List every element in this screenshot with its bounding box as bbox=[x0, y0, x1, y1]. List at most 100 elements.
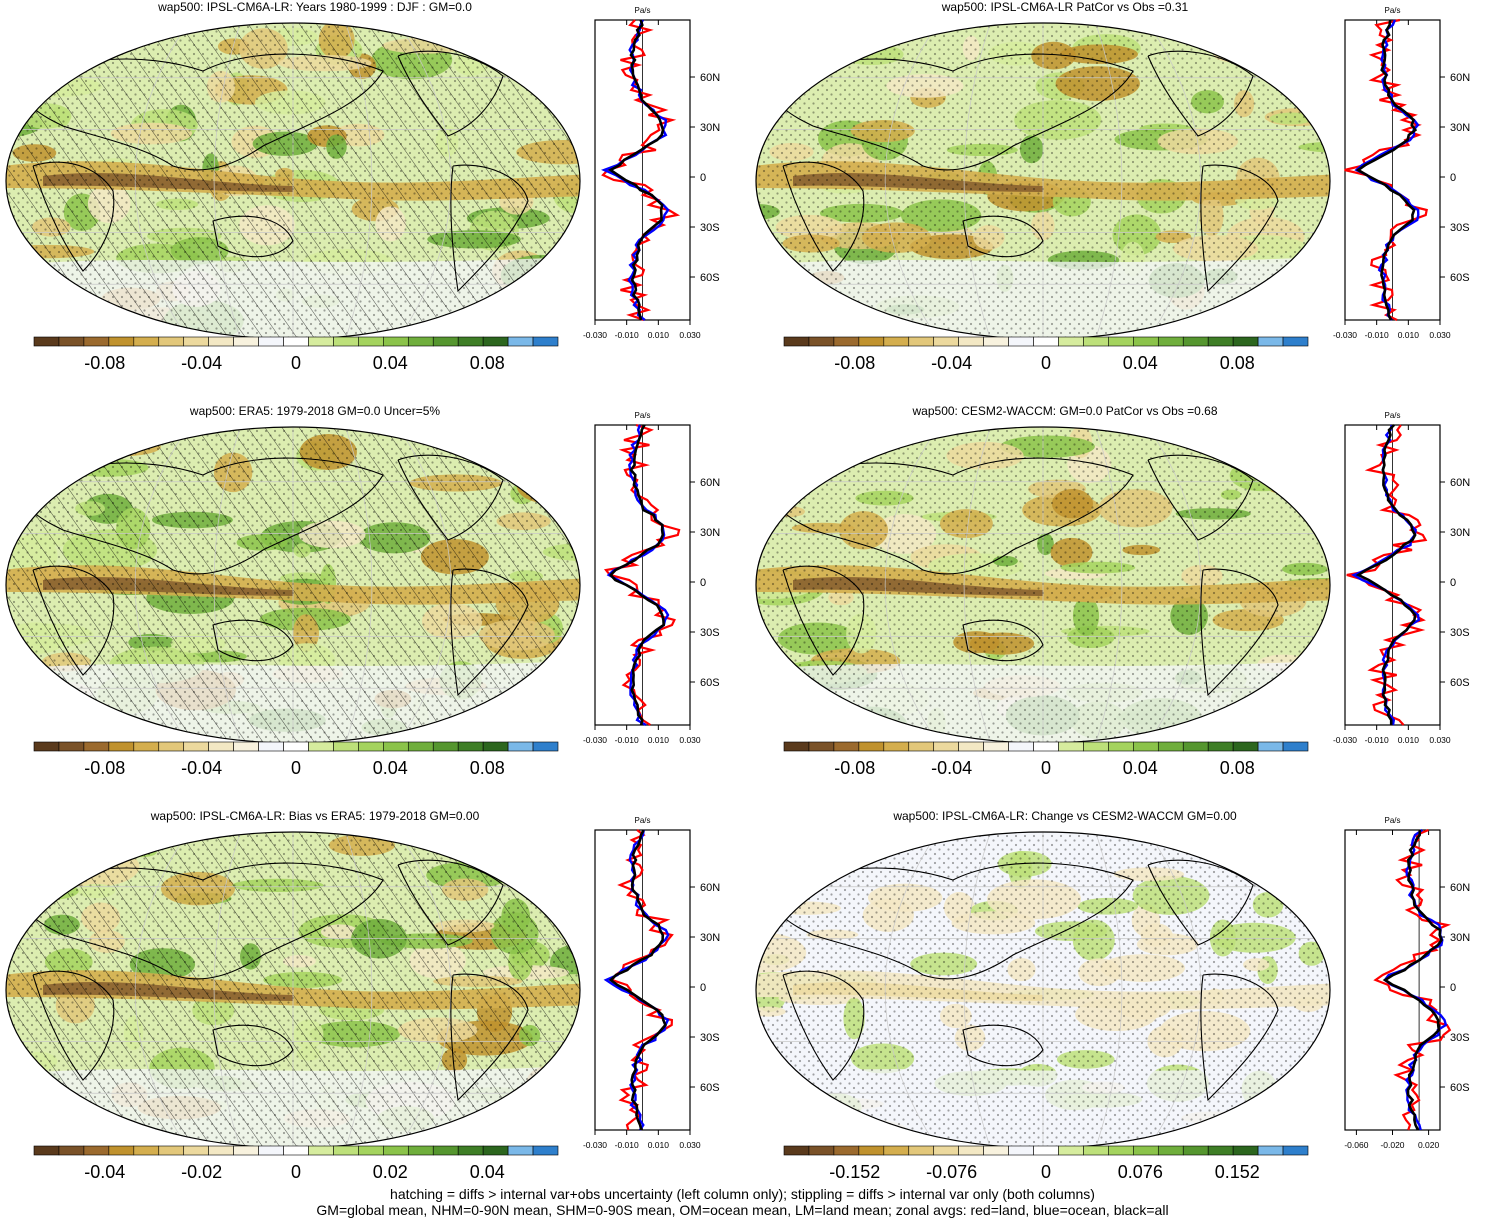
profile-units-label: Pa/s bbox=[634, 411, 650, 420]
colorbar-swatch bbox=[1108, 1145, 1134, 1156]
colorbar-swatch bbox=[1033, 1145, 1059, 1156]
panel-6-map bbox=[755, 831, 1331, 1149]
profile-value-tick: 0.010 bbox=[1398, 330, 1420, 340]
colorbar-tick: -0.08 bbox=[834, 353, 875, 373]
colorbar-swatch bbox=[783, 336, 810, 347]
colorbar-swatch bbox=[283, 336, 309, 347]
colorbar-tick: -0.04 bbox=[931, 758, 972, 778]
all-mean-line bbox=[1382, 829, 1443, 1131]
panel-1-zonal-profile: Pa/s 60N 30N 0 30S 60S -0.030 -0.010 0.010 0.030 bbox=[583, 6, 720, 340]
colorbar-tick: -0.08 bbox=[84, 353, 125, 373]
profile-value-tick: 0.010 bbox=[648, 735, 670, 745]
colorbar-swatch bbox=[858, 741, 885, 752]
colorbar-tick: 0.152 bbox=[1215, 1162, 1260, 1182]
colorbar-swatch bbox=[133, 1145, 160, 1156]
profile-lat-tick: 60S bbox=[1450, 272, 1470, 284]
colorbar-swatch bbox=[457, 336, 484, 347]
panel-3-colorbar: -0.08 -0.04 0 0.04 0.08 bbox=[33, 741, 559, 778]
ocean-mean-line bbox=[606, 424, 670, 727]
colorbar-tick: -0.04 bbox=[931, 353, 972, 373]
panel-5-zonal-profile: Pa/s 60N 30N 0 30S 60S -0.030 -0.010 0.010 0.030 bbox=[583, 816, 720, 1150]
colorbar-swatch bbox=[1058, 1145, 1084, 1156]
colorbar-swatch bbox=[308, 336, 334, 347]
profile-lat-tick: 30S bbox=[700, 222, 720, 234]
colorbar-swatch bbox=[1133, 741, 1159, 752]
panel-4-title: wap500: CESM2-WACCM: GM=0.0 PatCor vs Ob… bbox=[912, 404, 1218, 418]
colorbar-swatch bbox=[1133, 1145, 1159, 1156]
land-mean-line bbox=[610, 829, 674, 1131]
colorbar-swatch bbox=[58, 741, 85, 752]
colorbar-swatch bbox=[908, 336, 935, 347]
profile-value-tick: -0.010 bbox=[1365, 330, 1389, 340]
colorbar-tick: 0.02 bbox=[373, 1162, 408, 1182]
profile-value-tick: 0.030 bbox=[679, 1140, 701, 1150]
colorbar-swatch bbox=[58, 336, 85, 347]
colorbar-swatch bbox=[258, 1145, 284, 1156]
colorbar-swatch bbox=[457, 1145, 484, 1156]
colorbar-swatch bbox=[833, 741, 860, 752]
panel-1-map bbox=[5, 22, 581, 340]
colorbar-swatch bbox=[158, 1145, 185, 1156]
colorbar-tick: -0.04 bbox=[84, 1162, 125, 1182]
colorbar-swatch bbox=[908, 1145, 935, 1156]
profile-lat-tick: 30N bbox=[700, 122, 720, 134]
panel-1-colorbar: -0.08 -0.04 0 0.04 0.08 bbox=[33, 336, 559, 373]
colorbar-swatch bbox=[783, 1145, 810, 1156]
profile-lat-tick: 0 bbox=[700, 577, 706, 589]
profile-value-tick: 0.030 bbox=[1429, 330, 1451, 340]
colorbar-swatch bbox=[133, 741, 160, 752]
colorbar-tick: -0.08 bbox=[84, 758, 125, 778]
profile-lat-tick: 30S bbox=[1450, 222, 1470, 234]
land-mean-line bbox=[601, 19, 681, 322]
colorbar-swatch bbox=[1058, 336, 1084, 347]
colorbar-swatch bbox=[407, 1145, 434, 1156]
colorbar-swatch bbox=[108, 336, 135, 347]
profile-lat-tick: 60N bbox=[1450, 72, 1470, 84]
profile-value-tick: 0.020 bbox=[1418, 1140, 1440, 1150]
colorbar-swatch bbox=[108, 741, 135, 752]
colorbar-tick: -0.08 bbox=[834, 758, 875, 778]
panel-3-title: wap500: ERA5: 1979-2018 GM=0.0 Uncer=5% bbox=[189, 404, 441, 418]
colorbar-swatch bbox=[358, 1145, 384, 1156]
panel-1-title: wap500: IPSL-CM6A-LR: Years 1980-1999 : … bbox=[158, 0, 472, 14]
colorbar-swatch bbox=[1058, 741, 1084, 752]
profile-value-tick: 0.010 bbox=[1398, 735, 1420, 745]
colorbar-tick: 0.08 bbox=[470, 758, 505, 778]
profile-lat-tick: 0 bbox=[1450, 982, 1456, 994]
colorbar-swatch bbox=[308, 741, 334, 752]
profile-value-tick: -0.010 bbox=[615, 1140, 639, 1150]
colorbar-swatch bbox=[507, 336, 534, 347]
colorbar-tick: 0.04 bbox=[470, 1162, 505, 1182]
colorbar-tick: -0.076 bbox=[926, 1162, 977, 1182]
colorbar-swatch bbox=[983, 741, 1009, 752]
colorbar-swatch bbox=[258, 741, 284, 752]
colorbar-swatch bbox=[482, 741, 509, 752]
colorbar-swatch bbox=[1207, 336, 1234, 347]
colorbar-swatch bbox=[1282, 741, 1309, 752]
profile-lat-tick: 30N bbox=[1450, 122, 1470, 134]
profile-lat-tick: 60N bbox=[700, 72, 720, 84]
profile-lat-tick: 30N bbox=[1450, 932, 1470, 944]
colorbar-swatch bbox=[233, 741, 259, 752]
colorbar-tick: 0.076 bbox=[1118, 1162, 1163, 1182]
all-mean-line bbox=[608, 829, 667, 1131]
colorbar-swatch bbox=[808, 336, 835, 347]
colorbar-swatch bbox=[83, 741, 110, 752]
colorbar-swatch bbox=[383, 1145, 409, 1156]
profile-value-tick: 0.010 bbox=[648, 330, 670, 340]
profile-units-label: Pa/s bbox=[1384, 6, 1400, 15]
profile-units-label: Pa/s bbox=[1384, 816, 1400, 825]
colorbar-swatch bbox=[283, 741, 309, 752]
colorbar-swatch bbox=[833, 336, 860, 347]
profile-lat-tick: 30N bbox=[700, 932, 720, 944]
colorbar-swatch bbox=[532, 336, 559, 347]
profile-lat-tick: 60S bbox=[700, 272, 720, 284]
panel-2-colorbar: -0.08 -0.04 0 0.04 0.08 bbox=[783, 336, 1309, 373]
colorbar-tick: 0.04 bbox=[1123, 353, 1158, 373]
colorbar-swatch bbox=[383, 741, 409, 752]
colorbar-swatch bbox=[58, 1145, 85, 1156]
profile-lat-tick: 60S bbox=[700, 677, 720, 689]
colorbar-swatch bbox=[1008, 336, 1034, 347]
colorbar-swatch bbox=[958, 741, 984, 752]
colorbar-swatch bbox=[457, 741, 484, 752]
